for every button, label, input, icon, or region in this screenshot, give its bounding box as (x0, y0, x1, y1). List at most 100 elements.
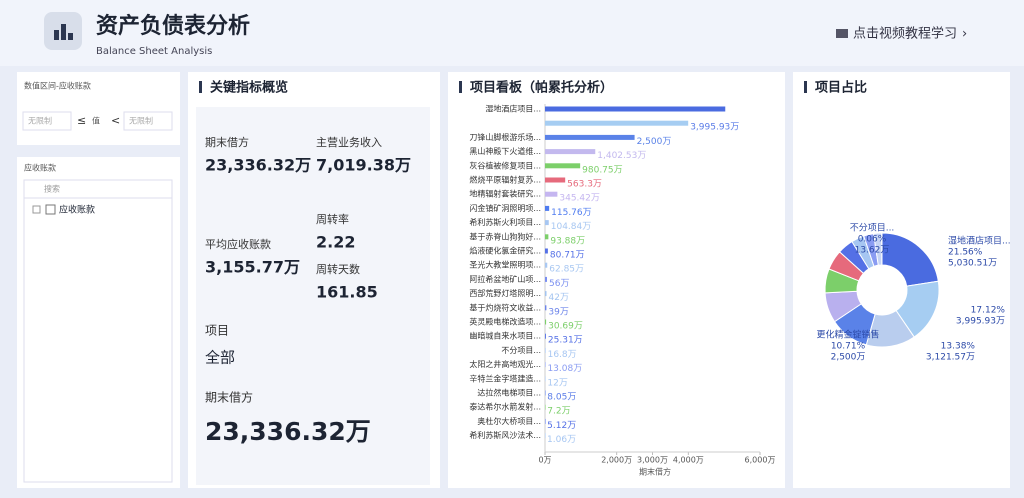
pie-amount: 5,030.51万 (948, 259, 997, 269)
pie-amount: 13.62万 (855, 246, 890, 256)
page-subtitle: Balance Sheet Analysis (96, 46, 212, 57)
pie-amount: 2,500万 (831, 353, 866, 363)
title-marker (459, 81, 462, 93)
data-label: 42万 (549, 293, 569, 303)
bar (545, 234, 549, 240)
data-label: 5.12万 (547, 421, 576, 431)
pie-name: 湿地酒店项目... (948, 235, 1011, 247)
data-label: 25.31万 (548, 336, 583, 346)
data-label: 30.69万 (548, 322, 583, 332)
x-tick-label: 4,000万 (673, 456, 704, 465)
tree-node[interactable]: 应收账款 (59, 204, 95, 216)
y-tick-label: 阿拉希盆地矿山项... (469, 274, 541, 284)
pie-title: 项目占比 (815, 80, 867, 96)
pie-amount: 3,995.93万 (956, 317, 1005, 327)
header-bar (0, 0, 1024, 66)
expander[interactable] (32, 205, 41, 214)
pie-percent: 0.06% (858, 235, 887, 245)
data-label: 56万 (549, 279, 569, 289)
data-label: 980.75万 (582, 165, 623, 175)
x-tick-label: 3,000万 (637, 456, 668, 465)
value-label: 值 (92, 116, 100, 126)
pie-percent: 10.71% (831, 342, 866, 352)
data-label: 7.2万 (547, 407, 570, 417)
logo-icon (61, 24, 66, 40)
x-tick-label: 6,000万 (745, 456, 776, 465)
bar (545, 248, 548, 254)
video-icon (836, 29, 848, 38)
min-placeholder: 无限制 (28, 116, 52, 126)
kpi-title: 关键指标概览 (210, 80, 288, 96)
y-tick-label: 地精辐射套装研究... (469, 189, 541, 199)
pie-percent: 13.38% (941, 342, 976, 352)
bar (545, 276, 548, 282)
data-label: 115.76万 (551, 208, 592, 218)
bar (545, 418, 546, 424)
logo-icon (68, 33, 73, 40)
bar (545, 362, 546, 368)
project-label: 项目 (205, 324, 229, 338)
max-placeholder: 无限制 (129, 116, 153, 126)
project-value: 全部 (205, 349, 235, 367)
kpi-label: 周转率 (316, 212, 349, 226)
bar (545, 163, 581, 169)
min-input[interactable] (22, 111, 72, 131)
max-input[interactable] (123, 111, 173, 131)
data-label: 1,402.53万 (597, 151, 646, 161)
data-label: 12万 (547, 378, 567, 388)
data-label: 93.88万 (550, 236, 585, 246)
y-tick-label: 希利苏斯风沙法术... (469, 430, 541, 440)
y-tick-label: 燃烧平原辐射复苏... (469, 175, 541, 185)
data-label: 563.3万 (567, 180, 602, 190)
filter-title: 数值区间-应收账款 (24, 81, 91, 91)
y-tick-label: 泰达希尔水箭发射... (469, 402, 541, 412)
y-tick-label: 焰液硬化氯金研究... (469, 246, 541, 256)
kpi-value: 23,336.32万 (205, 156, 311, 175)
bar (545, 262, 548, 268)
data-label: 39万 (548, 307, 568, 317)
data-label: 104.84万 (551, 222, 592, 232)
y-tick-label: 不分项目... (501, 346, 541, 355)
bar (545, 106, 726, 112)
data-label: 62.85万 (549, 265, 584, 275)
kpi-label: 周转天数 (316, 262, 360, 276)
bar (545, 433, 546, 439)
data-label: 2,500万 (637, 137, 672, 147)
bar (545, 291, 547, 297)
kpi-value: 2.22 (316, 233, 355, 252)
tutorial-link[interactable]: 点击视频教程学习 (853, 26, 957, 42)
op2[interactable]: < (111, 114, 120, 127)
kpi-value: 3,155.77万 (205, 258, 300, 277)
data-label: 3,995.93万 (690, 123, 739, 133)
pareto-title: 项目看板（帕累托分析） (470, 80, 613, 96)
pie-percent: 21.56% (948, 248, 983, 258)
tree-title: 应收账款 (24, 163, 56, 173)
y-tick-label: 希利苏斯火利项目... (469, 217, 541, 227)
bar (545, 333, 546, 339)
pie-name: 不分项目... (850, 223, 895, 234)
y-tick-label: 刀锋山脚根游乐场... (469, 132, 541, 142)
chevron[interactable]: › (962, 27, 967, 42)
x-tick-label: 2,000万 (601, 456, 632, 465)
data-label: 16.8万 (548, 350, 577, 360)
data-label: 345.42万 (559, 194, 600, 204)
pareto-panel (448, 72, 785, 488)
bar (545, 376, 546, 382)
checkbox[interactable] (45, 204, 56, 215)
y-tick-label: 太阳之井高地观光... (469, 359, 541, 369)
y-tick-label: 奥杜尔大桥项目... (477, 416, 541, 426)
y-tick-label: 英灵殿电梯改造项... (469, 317, 541, 327)
kpi-label: 主营业务收入 (316, 135, 382, 149)
data-label: 80.71万 (550, 251, 585, 261)
x-tick-label: 0万 (538, 456, 551, 465)
filter-panel (17, 72, 180, 145)
bar (545, 149, 596, 155)
y-tick-label: 湿地酒店项目... (485, 104, 541, 114)
bar (545, 205, 550, 211)
bar (545, 390, 546, 396)
y-tick-label: 闪金镇矿洞照明项... (469, 203, 541, 213)
title-marker (804, 81, 807, 93)
bar (545, 134, 635, 140)
op1[interactable]: ≤ (77, 114, 86, 127)
tree-box (23, 197, 173, 483)
